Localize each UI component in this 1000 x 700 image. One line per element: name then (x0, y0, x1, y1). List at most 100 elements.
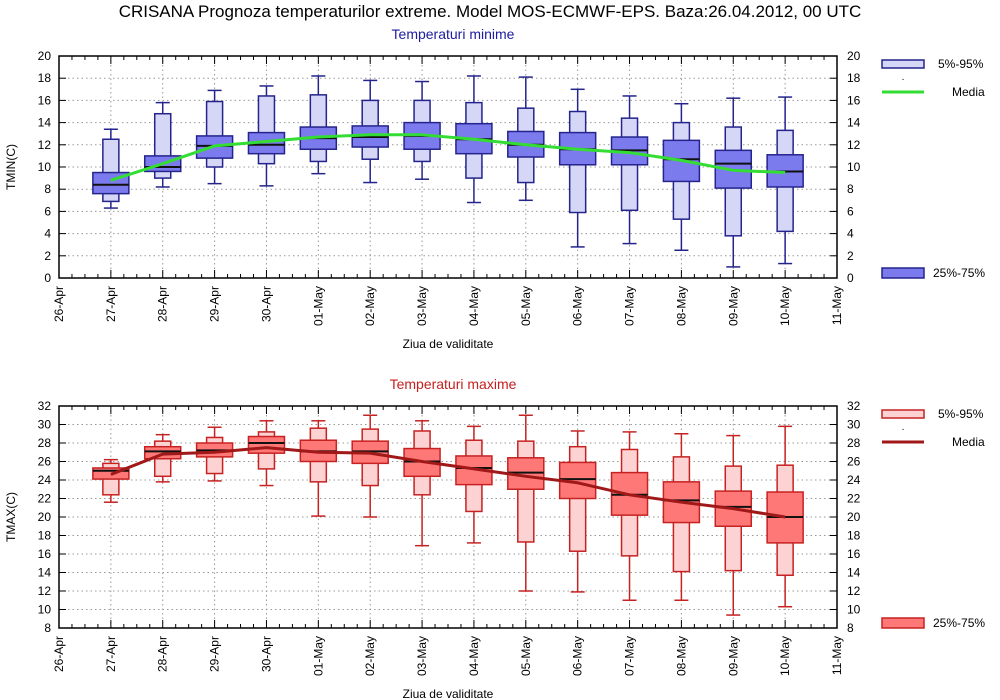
legend-label-media: Media (952, 435, 985, 449)
y-tick-label-right: 20 (847, 49, 861, 63)
box-04-May (455, 425, 493, 544)
x-tick-label: 11-May (830, 636, 844, 675)
box-05-May (507, 414, 545, 592)
x-tick-label: 05-May (519, 286, 533, 326)
x-tick-label: 27-Apr (104, 286, 118, 322)
y-tick-label-right: 22 (847, 492, 861, 506)
x-tick-label: 06-May (571, 286, 585, 326)
main-title: CRISANA Prognoza temperaturilor extreme.… (119, 2, 862, 21)
y-tick-label-left: 26 (38, 455, 52, 469)
y-tick-label-left: 30 (38, 418, 52, 432)
y-tick-label-right: 8 (847, 182, 854, 196)
y-tick-label-right: 12 (847, 584, 861, 598)
x-tick-label: 27-Apr (104, 636, 118, 672)
box-01-May (299, 420, 338, 517)
box-30-Apr (247, 85, 286, 187)
box-27-Apr (92, 128, 130, 209)
y-tick-label-left: 18 (38, 529, 52, 543)
y-tick-label-right: 16 (847, 93, 861, 107)
x-tick-label: 02-May (363, 636, 377, 676)
x-tick-label: 04-May (467, 286, 481, 326)
x-tick-label: 09-May (726, 286, 740, 326)
y-tick-label-left: 20 (38, 49, 52, 63)
x-tick-label: 03-May (415, 636, 429, 676)
x-tick-label: 29-Apr (208, 286, 222, 322)
legend-median-marker: · (901, 74, 904, 85)
y-tick-label-left: 32 (38, 399, 52, 413)
y-axis-label: TMAX(C) (4, 492, 18, 542)
box-08-May (662, 102, 701, 251)
box-30-Apr (247, 420, 286, 487)
y-tick-label-left: 16 (38, 547, 52, 561)
legend-label-5-95: 5%-95% (938, 407, 984, 421)
legend: 5%-95% · Media 25%-75% (881, 57, 985, 280)
x-tick-label: 30-Apr (259, 286, 273, 322)
y-tick-label-right: 4 (847, 227, 854, 241)
x-axis-label: Ziua de validitate (403, 337, 494, 351)
legend-swatch-5-95 (881, 409, 925, 419)
x-tick-label: 09-May (726, 636, 740, 676)
y-tick-label-left: 22 (38, 492, 52, 506)
y-tick-label-left: 20 (38, 510, 52, 524)
box-09-May (714, 97, 753, 268)
panel-tmin: Temperaturi minime 0 0 2 2 4 4 6 6 8 8 10 10 12 12 14 14… (4, 26, 985, 351)
y-tick-label-right: 26 (847, 455, 861, 469)
y-tick-label-left: 18 (38, 71, 52, 85)
box-09-May (714, 434, 753, 616)
box-05-May (507, 76, 545, 202)
y-tick-label-left: 16 (38, 93, 52, 107)
box-10-May (766, 425, 804, 608)
x-tick-label: 04-May (467, 636, 481, 676)
box-29-Apr (195, 89, 234, 185)
legend-label-media: Media (952, 85, 985, 99)
y-tick-label-right: 20 (847, 510, 861, 524)
box-08-May (662, 433, 701, 601)
y-tick-label-right: 32 (847, 399, 861, 413)
y-tick-label-left: 8 (44, 621, 51, 635)
x-tick-label: 10-May (778, 286, 792, 326)
box-03-May (403, 80, 441, 180)
box-01-May (299, 75, 338, 175)
x-tick-label: 08-May (674, 286, 688, 326)
y-tick-label-right: 18 (847, 529, 861, 543)
y-tick-label-left: 2 (44, 249, 51, 263)
y-tick-label-left: 6 (44, 204, 51, 218)
x-tick-label: 10-May (778, 636, 792, 676)
box-06-May (558, 88, 597, 248)
box-02-May (351, 79, 389, 184)
x-tick-label: 26-Apr (52, 636, 66, 672)
legend-swatch-25-75 (881, 617, 925, 629)
y-tick-label-right: 30 (847, 418, 861, 432)
box-5-95 (517, 440, 535, 543)
box-07-May (610, 431, 649, 601)
y-tick-label-right: 10 (847, 160, 861, 174)
x-axis-label: Ziua de validitate (403, 687, 494, 700)
x-tick-label: 30-Apr (259, 636, 273, 672)
x-tick-label: 11-May (830, 286, 844, 325)
y-tick-label-left: 14 (38, 116, 52, 130)
y-tick-label-left: 8 (44, 182, 51, 196)
y-tick-label-right: 2 (847, 249, 854, 263)
y-tick-label-left: 10 (38, 160, 52, 174)
y-tick-label-right: 14 (847, 116, 861, 130)
y-tick-label-right: 8 (847, 621, 854, 635)
panel-tmax: Temperaturi maxime 8 8 10 10 12 12 14 14 16 16 18 18… (4, 376, 985, 700)
media-line (110, 446, 786, 519)
y-tick-label-right: 24 (847, 473, 861, 487)
y-tick-label-right: 12 (847, 138, 861, 152)
box-28-Apr (143, 433, 182, 483)
x-tick-label: 06-May (571, 636, 585, 676)
legend-swatch-25-75 (881, 267, 925, 279)
y-tick-label-left: 12 (38, 584, 52, 598)
box-10-May (766, 96, 804, 265)
box-02-May (351, 414, 389, 518)
box-03-May (403, 420, 441, 547)
x-tick-label: 29-Apr (208, 636, 222, 672)
y-tick-label-right: 14 (847, 566, 861, 580)
y-tick-label-left: 0 (44, 271, 51, 285)
x-tick-label: 26-Apr (52, 286, 66, 322)
x-tick-label: 01-May (311, 286, 325, 326)
y-tick-label-right: 10 (847, 603, 861, 617)
box-27-Apr (92, 458, 130, 503)
